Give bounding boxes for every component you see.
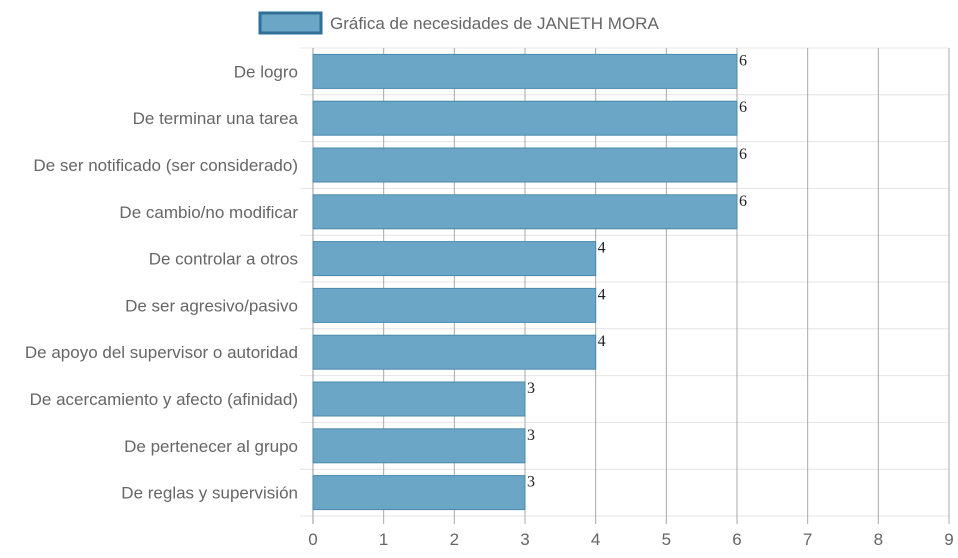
legend[interactable]: Gráfica de necesidades de JANETH MORA	[258, 11, 659, 35]
data-label: 6	[739, 146, 747, 163]
x-tick-label: 0	[308, 530, 317, 549]
category-label: De pertenecer al grupo	[124, 437, 298, 456]
x-tick-label: 8	[874, 530, 883, 549]
bar[interactable]	[312, 147, 738, 183]
bar[interactable]	[312, 381, 526, 417]
category-label: De ser agresivo/pasivo	[125, 296, 298, 315]
category-label: De terminar una tarea	[133, 109, 299, 128]
data-label: 3	[527, 474, 535, 491]
legend-swatch[interactable]	[258, 11, 323, 35]
category-label: De logro	[234, 62, 298, 81]
category-label: De apoyo del supervisor o autoridad	[25, 343, 298, 362]
x-tick-label: 1	[379, 530, 388, 549]
bar[interactable]	[312, 53, 738, 89]
data-label: 4	[598, 286, 606, 303]
category-label: De reglas y supervisión	[121, 484, 298, 503]
x-tick-label: 6	[732, 530, 741, 549]
data-label: 6	[739, 99, 747, 116]
data-labels: 6 6 6 6 4 4 4 3 3 3	[527, 52, 747, 490]
legend-label[interactable]: Gráfica de necesidades de JANETH MORA	[330, 14, 659, 33]
x-tick-label: 4	[591, 530, 600, 549]
category-label: De cambio/no modificar	[119, 203, 298, 222]
bar[interactable]	[312, 287, 597, 323]
bar[interactable]	[312, 194, 738, 230]
data-label: 4	[598, 333, 606, 350]
bar[interactable]	[312, 241, 597, 277]
x-tick-label: 3	[520, 530, 529, 549]
bar[interactable]	[312, 100, 738, 136]
x-tick-label: 5	[662, 530, 671, 549]
bar[interactable]	[312, 334, 597, 370]
category-labels: De logro De terminar una tarea De ser noti…	[25, 62, 299, 502]
category-label: De acercamiento y afecto (afinidad)	[30, 390, 298, 409]
data-label: 6	[739, 193, 747, 210]
data-label: 3	[527, 427, 535, 444]
x-tick-label: 9	[944, 530, 953, 549]
x-tick-label: 7	[803, 530, 812, 549]
x-axis-ticks: 0 1 2 3 4 5 6 7 8 9	[308, 530, 953, 549]
bar[interactable]	[312, 475, 526, 511]
category-label: De controlar a otros	[149, 250, 298, 269]
category-label: De ser notificado (ser considerado)	[33, 156, 298, 175]
data-label: 6	[739, 52, 747, 69]
data-label: 4	[598, 240, 606, 257]
bar[interactable]	[312, 428, 526, 464]
bars	[312, 53, 738, 511]
data-label: 3	[527, 380, 535, 397]
x-tick-label: 2	[450, 530, 459, 549]
